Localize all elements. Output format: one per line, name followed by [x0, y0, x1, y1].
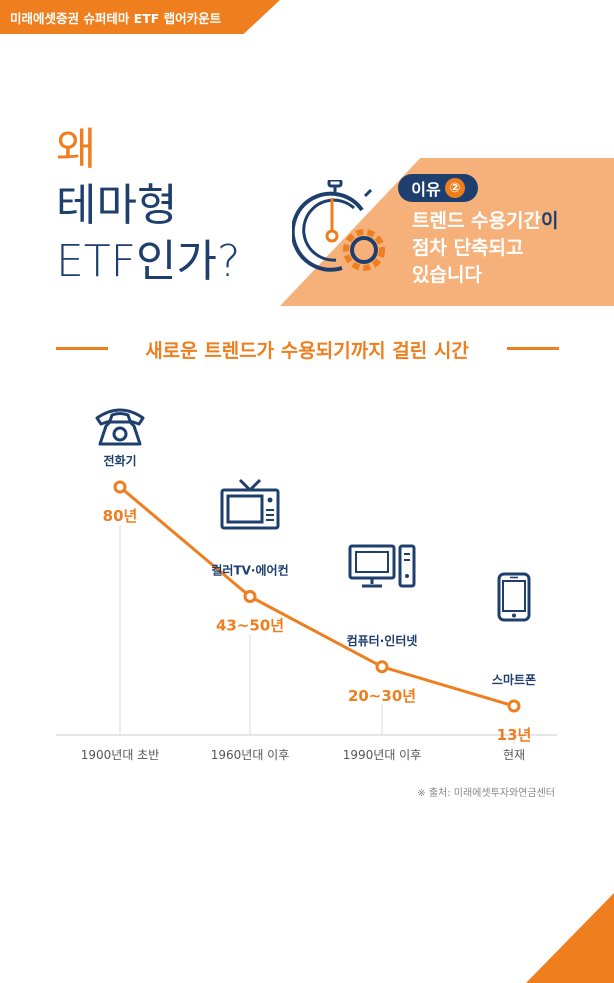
point-label: 전화기: [103, 453, 136, 468]
value-label: 80년: [103, 507, 138, 525]
headline-line2: 테마형: [56, 180, 178, 231]
x-tick-label: 1990년대 이후: [343, 748, 422, 762]
point-label: 스마트폰: [492, 672, 536, 687]
value-label: 20~30년: [348, 687, 416, 705]
reason-line1-tail: 이: [540, 210, 559, 232]
source-note: ※ 출처: 미래에셋투자와연금센터: [417, 788, 555, 799]
x-tick-label: 현재: [503, 748, 525, 762]
telephone-icon: [95, 408, 145, 446]
reason-badge-number: ②: [444, 178, 465, 198]
reason-badge-label: 이유: [411, 180, 441, 199]
title-rule-right: [507, 347, 559, 350]
value-label: 43~50년: [216, 617, 284, 635]
data-point: [113, 480, 127, 494]
header-tag: 미래에셋증권 슈퍼테마 ETF 랩어카운트: [0, 0, 280, 34]
reason-badge: 이유 ②: [398, 174, 478, 202]
reason-line3: 있습니다: [412, 264, 482, 286]
value-label: 13년: [497, 726, 532, 744]
reason-line1-main: 트렌드 수용기간: [412, 210, 541, 232]
headline-line3: ETF인가?: [56, 236, 241, 287]
smartphone-icon: [497, 572, 531, 622]
x-tick-label: 1960년대 이후: [211, 748, 290, 762]
point-label: 컬러TV·에어컨: [211, 563, 288, 578]
header-tag-label: 미래에셋증권 슈퍼테마 ETF 랩어카운트: [10, 11, 222, 26]
data-point: [243, 590, 257, 603]
computer-icon: [348, 544, 416, 588]
point-label: 컴퓨터·인터넷: [347, 633, 418, 648]
title-rule-left: [56, 347, 108, 350]
headline: 왜 테마형 ETF인가?: [56, 122, 240, 290]
x-tick-label: 1900년대 초반: [81, 748, 160, 762]
television-icon: [220, 478, 280, 530]
stopwatch-gear-icon: [292, 180, 385, 272]
data-point: [375, 660, 389, 674]
chart-title: 새로운 트렌드가 수용되기까지 걸린 시간: [145, 340, 469, 362]
reason-text: 트렌드 수용기간이 점차 단축되고 있습니다: [412, 208, 558, 289]
reason-line2: 점차 단축되고: [412, 237, 524, 259]
data-point: [507, 699, 521, 713]
headline-line1: 왜: [56, 124, 97, 175]
series-line: [119, 485, 515, 708]
